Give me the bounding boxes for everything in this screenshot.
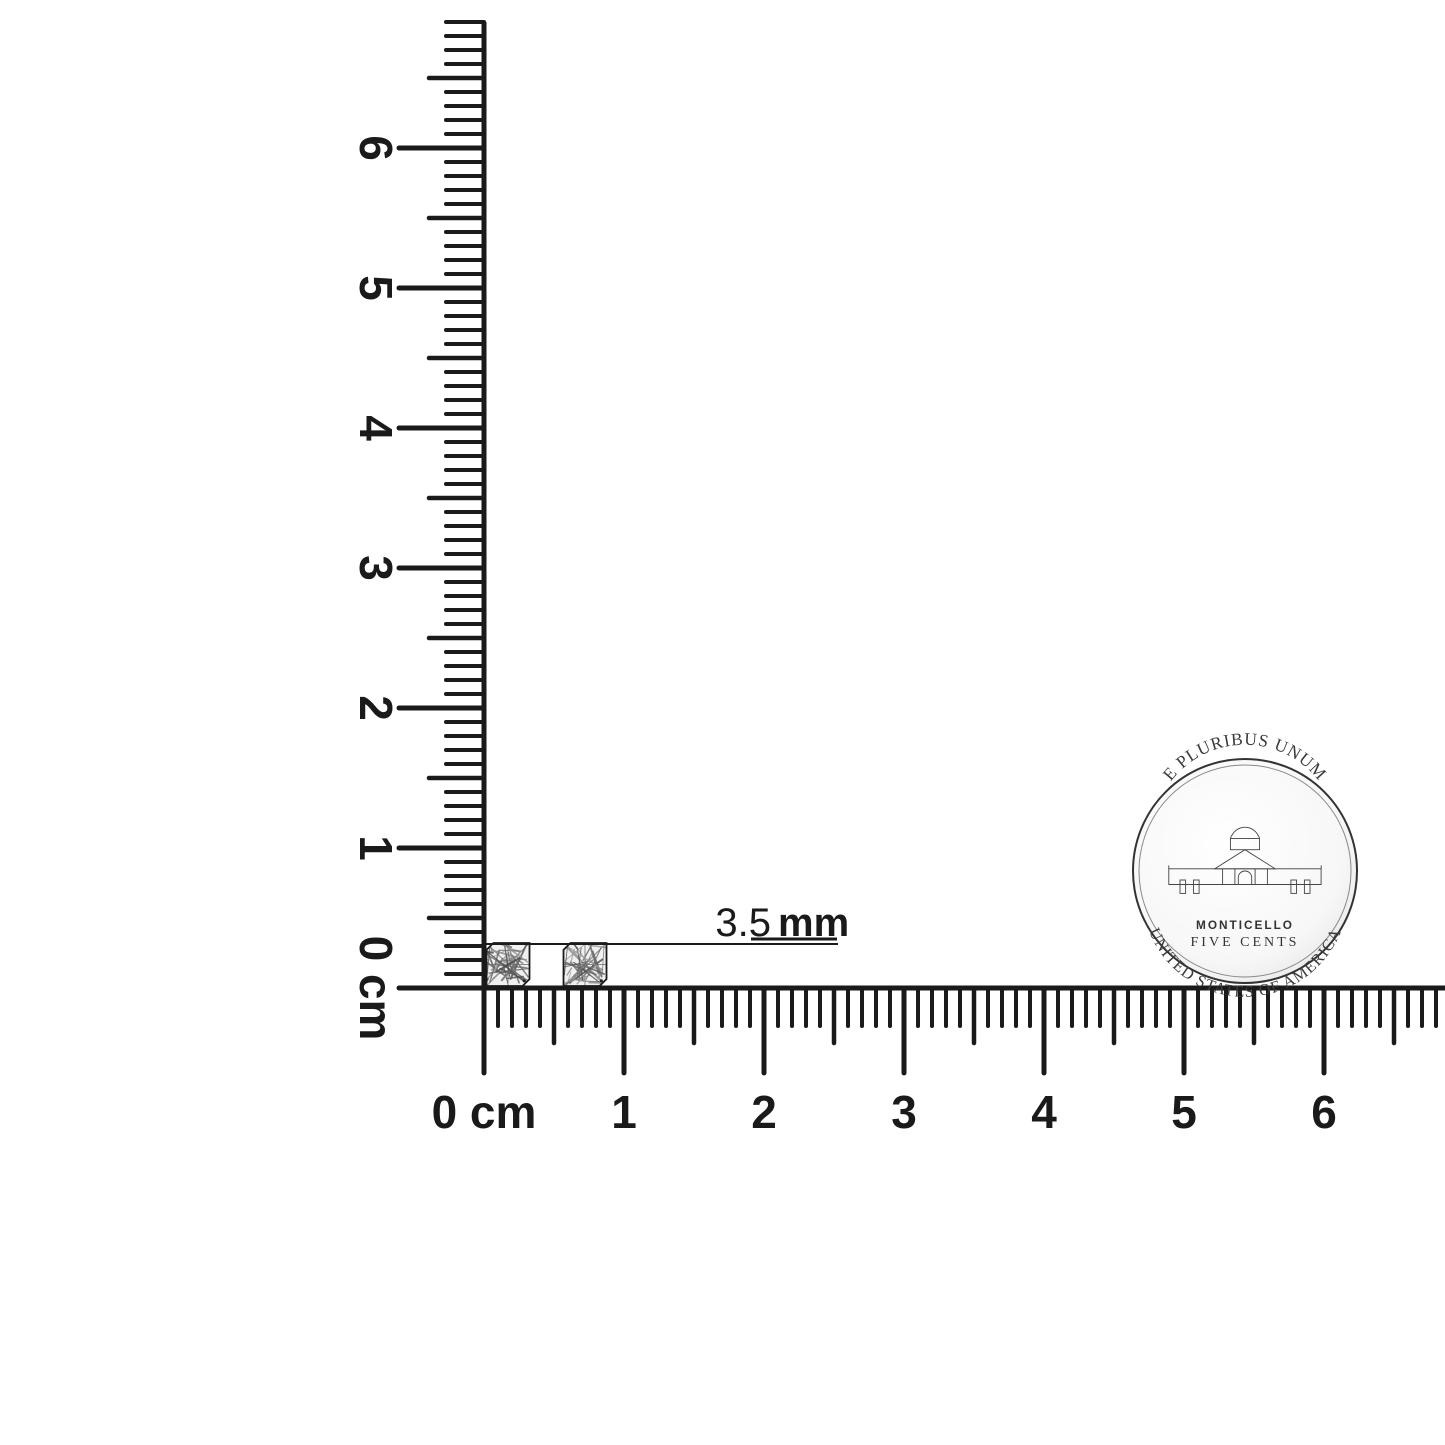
svg-text:6: 6 <box>350 135 402 161</box>
svg-text:3: 3 <box>350 555 402 581</box>
svg-text:5: 5 <box>1171 1086 1197 1138</box>
svg-text:1: 1 <box>611 1086 637 1138</box>
svg-text:0 cm: 0 cm <box>432 1086 537 1138</box>
svg-text:FIVE CENTS: FIVE CENTS <box>1191 935 1300 950</box>
svg-text:4: 4 <box>350 415 402 441</box>
svg-text:4: 4 <box>1031 1086 1057 1138</box>
svg-text:6: 6 <box>1311 1086 1337 1138</box>
svg-text:MONTICELLO: MONTICELLO <box>1196 918 1294 932</box>
svg-text:0 cm: 0 cm <box>350 936 402 1041</box>
svg-text:2: 2 <box>751 1086 777 1138</box>
svg-text:1: 1 <box>350 835 402 861</box>
svg-text:3: 3 <box>891 1086 917 1138</box>
svg-text:2: 2 <box>350 695 402 721</box>
svg-text:5: 5 <box>350 275 402 301</box>
